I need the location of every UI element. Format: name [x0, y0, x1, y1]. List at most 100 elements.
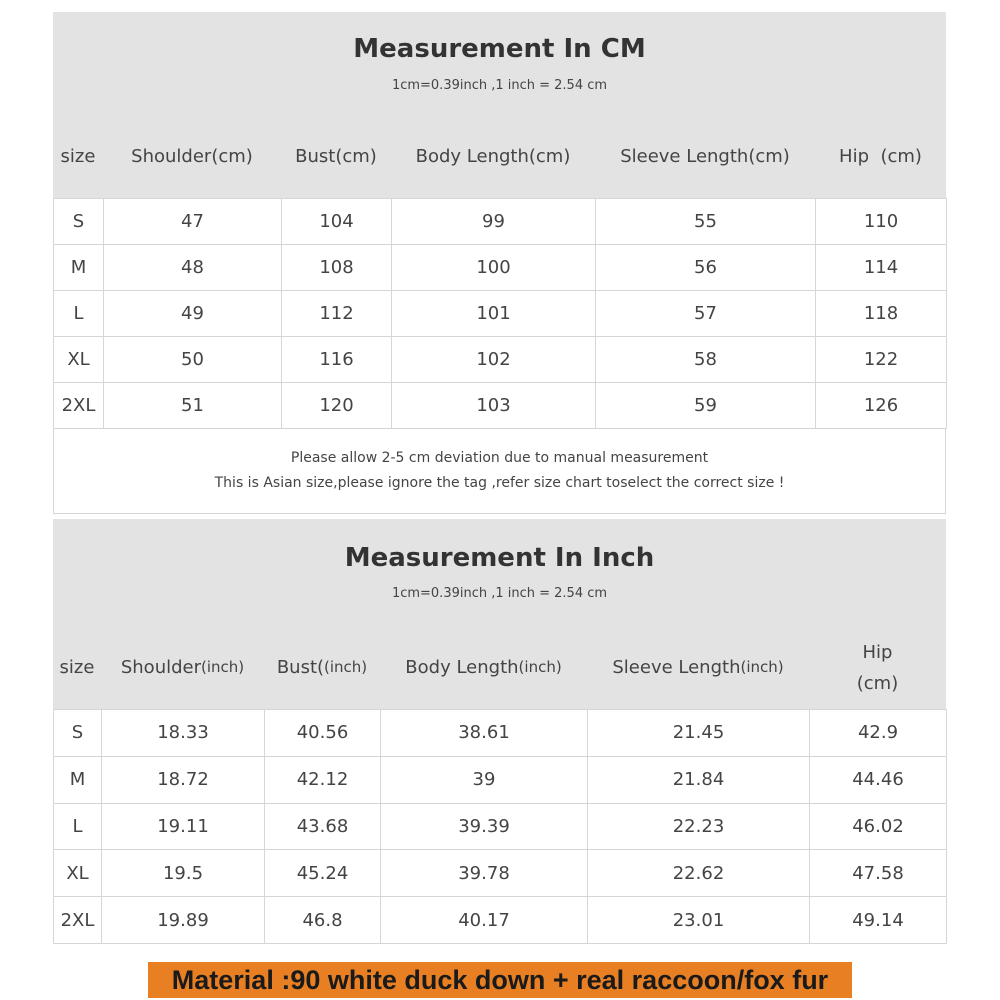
shoulder-cell: 51 [103, 382, 282, 429]
col-header-bust: Bust(cm) [295, 145, 377, 167]
col-header-shoulder-label: Shoulder [120, 656, 201, 678]
table-row: M 18.72 42.12 39 21.84 44.46 [53, 755, 947, 804]
table-row: S 18.33 40.56 38.61 21.45 42.9 [53, 709, 947, 757]
material-banner: Material :90 white duck down + real racc… [148, 962, 852, 998]
shoulder-cell: 18.72 [101, 755, 265, 804]
sleeve-length-cell: 23.01 [587, 896, 810, 944]
size-cell: 2XL [53, 382, 104, 429]
table-row: L 49 112 101 57 118 [53, 290, 947, 337]
col-header-body-length: Body Length(cm) [415, 145, 571, 167]
body-length-cell: 99 [391, 198, 596, 245]
col-header-sleeve-length-unit: (inch) [740, 658, 784, 677]
cm-size-chart: Measurement In CM 1cm=0.39inch ,1 inch =… [53, 12, 947, 514]
bust-cell: 40.56 [264, 709, 381, 757]
col-header-sleeve-length-label: Sleeve Length [612, 656, 741, 678]
bust-cell: 43.68 [264, 802, 381, 851]
cm-conversion-note: 1cm=0.39inch ,1 inch = 2.54 cm [391, 78, 608, 93]
hip-cell: 122 [815, 336, 947, 383]
col-header-body-length-unit: (inch) [518, 658, 562, 677]
inch-chart-header: Measurement In Inch 1cm=0.39inch ,1 inch… [53, 519, 946, 709]
hip-cell: 44.46 [809, 755, 947, 804]
col-header-body-length: Body Length (inch) [380, 637, 587, 699]
hip-cell: 118 [815, 290, 947, 337]
shoulder-cell: 18.33 [101, 709, 265, 757]
col-header-hip: Hip (cm) [809, 637, 946, 699]
body-length-cell: 39.39 [380, 802, 588, 851]
col-header-body-length-label: Body Length [405, 656, 519, 678]
hip-cell: 46.02 [809, 802, 947, 851]
sleeve-length-cell: 57 [595, 290, 816, 337]
sleeve-length-cell: 21.84 [587, 755, 810, 804]
size-cell: S [53, 709, 102, 757]
shoulder-cell: 47 [103, 198, 282, 245]
sleeve-length-cell: 59 [595, 382, 816, 429]
body-length-cell: 38.61 [380, 709, 588, 757]
body-length-cell: 39.78 [380, 849, 588, 898]
col-header-hip: Hip (cm) [839, 145, 922, 167]
col-header-sleeve-length: Sleeve Length (inch) [587, 637, 809, 699]
shoulder-cell: 19.89 [101, 896, 265, 944]
sleeve-length-cell: 58 [595, 336, 816, 383]
col-header-bust: Bust((inch) [264, 637, 380, 699]
hip-cell: 110 [815, 198, 947, 245]
col-header-bust-label: Bust( [276, 656, 325, 678]
size-cell: XL [53, 336, 104, 383]
col-header-bust-unit: (inch) [324, 658, 368, 677]
hip-cell: 42.9 [809, 709, 947, 757]
inch-chart-title: Measurement In Inch [344, 543, 655, 573]
cm-chart-title: Measurement In CM [353, 34, 646, 64]
inch-conversion-note: 1cm=0.39inch ,1 inch = 2.54 cm [391, 586, 608, 601]
cm-header-row: size Shoulder(cm) Bust(cm) Body Length(c… [53, 132, 946, 182]
col-header-size: size [60, 145, 96, 167]
bust-cell: 104 [281, 198, 392, 245]
asian-size-note: This is Asian size,please ignore the tag… [214, 475, 785, 491]
col-header-sleeve-length: Sleeve Length(cm) [620, 145, 790, 167]
bust-cell: 116 [281, 336, 392, 383]
table-row: 2XL 19.89 46.8 40.17 23.01 49.14 [53, 896, 947, 944]
size-cell: XL [53, 849, 102, 898]
inch-size-chart: Measurement In Inch 1cm=0.39inch ,1 inch… [53, 519, 947, 944]
hip-cell: 126 [815, 382, 947, 429]
body-length-cell: 103 [391, 382, 596, 429]
sleeve-length-cell: 55 [595, 198, 816, 245]
cm-size-table: S 47 104 99 55 110 M 48 108 100 56 114 L… [53, 198, 947, 429]
inch-header-row: size Shoulder (inch) Bust((inch) Body Len… [53, 637, 946, 699]
col-header-hip-label: Hip [862, 642, 893, 663]
hip-cell: 114 [815, 244, 947, 291]
body-length-cell: 40.17 [380, 896, 588, 944]
deviation-notes: Please allow 2-5 cm deviation due to man… [53, 429, 946, 514]
shoulder-cell: 19.5 [101, 849, 265, 898]
col-header-hip-unit: (cm) [856, 673, 899, 694]
bust-cell: 112 [281, 290, 392, 337]
body-length-cell: 100 [391, 244, 596, 291]
sleeve-length-cell: 56 [595, 244, 816, 291]
body-length-cell: 39 [380, 755, 588, 804]
table-row: 2XL 51 120 103 59 126 [53, 382, 947, 429]
size-cell: M [53, 755, 102, 804]
size-cell: L [53, 290, 104, 337]
shoulder-cell: 50 [103, 336, 282, 383]
inch-size-table: S 18.33 40.56 38.61 21.45 42.9 M 18.72 4… [53, 709, 947, 944]
bust-cell: 42.12 [264, 755, 381, 804]
size-cell: L [53, 802, 102, 851]
cm-chart-header: Measurement In CM 1cm=0.39inch ,1 inch =… [53, 12, 946, 198]
col-header-size-label: size [59, 656, 95, 678]
bust-cell: 46.8 [264, 896, 381, 944]
deviation-note: Please allow 2-5 cm deviation due to man… [290, 450, 709, 466]
table-row: XL 50 116 102 58 122 [53, 336, 947, 383]
col-header-shoulder-unit: (inch) [201, 658, 245, 677]
table-row: XL 19.5 45.24 39.78 22.62 47.58 [53, 849, 947, 898]
shoulder-cell: 19.11 [101, 802, 265, 851]
hip-cell: 49.14 [809, 896, 947, 944]
size-cell: 2XL [53, 896, 102, 944]
col-header-size: size [53, 637, 101, 699]
table-row: M 48 108 100 56 114 [53, 244, 947, 291]
sleeve-length-cell: 22.62 [587, 849, 810, 898]
table-row: S 47 104 99 55 110 [53, 198, 947, 245]
size-cell: S [53, 198, 104, 245]
col-header-shoulder: Shoulder(cm) [131, 145, 253, 167]
bust-cell: 120 [281, 382, 392, 429]
bust-cell: 45.24 [264, 849, 381, 898]
shoulder-cell: 48 [103, 244, 282, 291]
body-length-cell: 102 [391, 336, 596, 383]
